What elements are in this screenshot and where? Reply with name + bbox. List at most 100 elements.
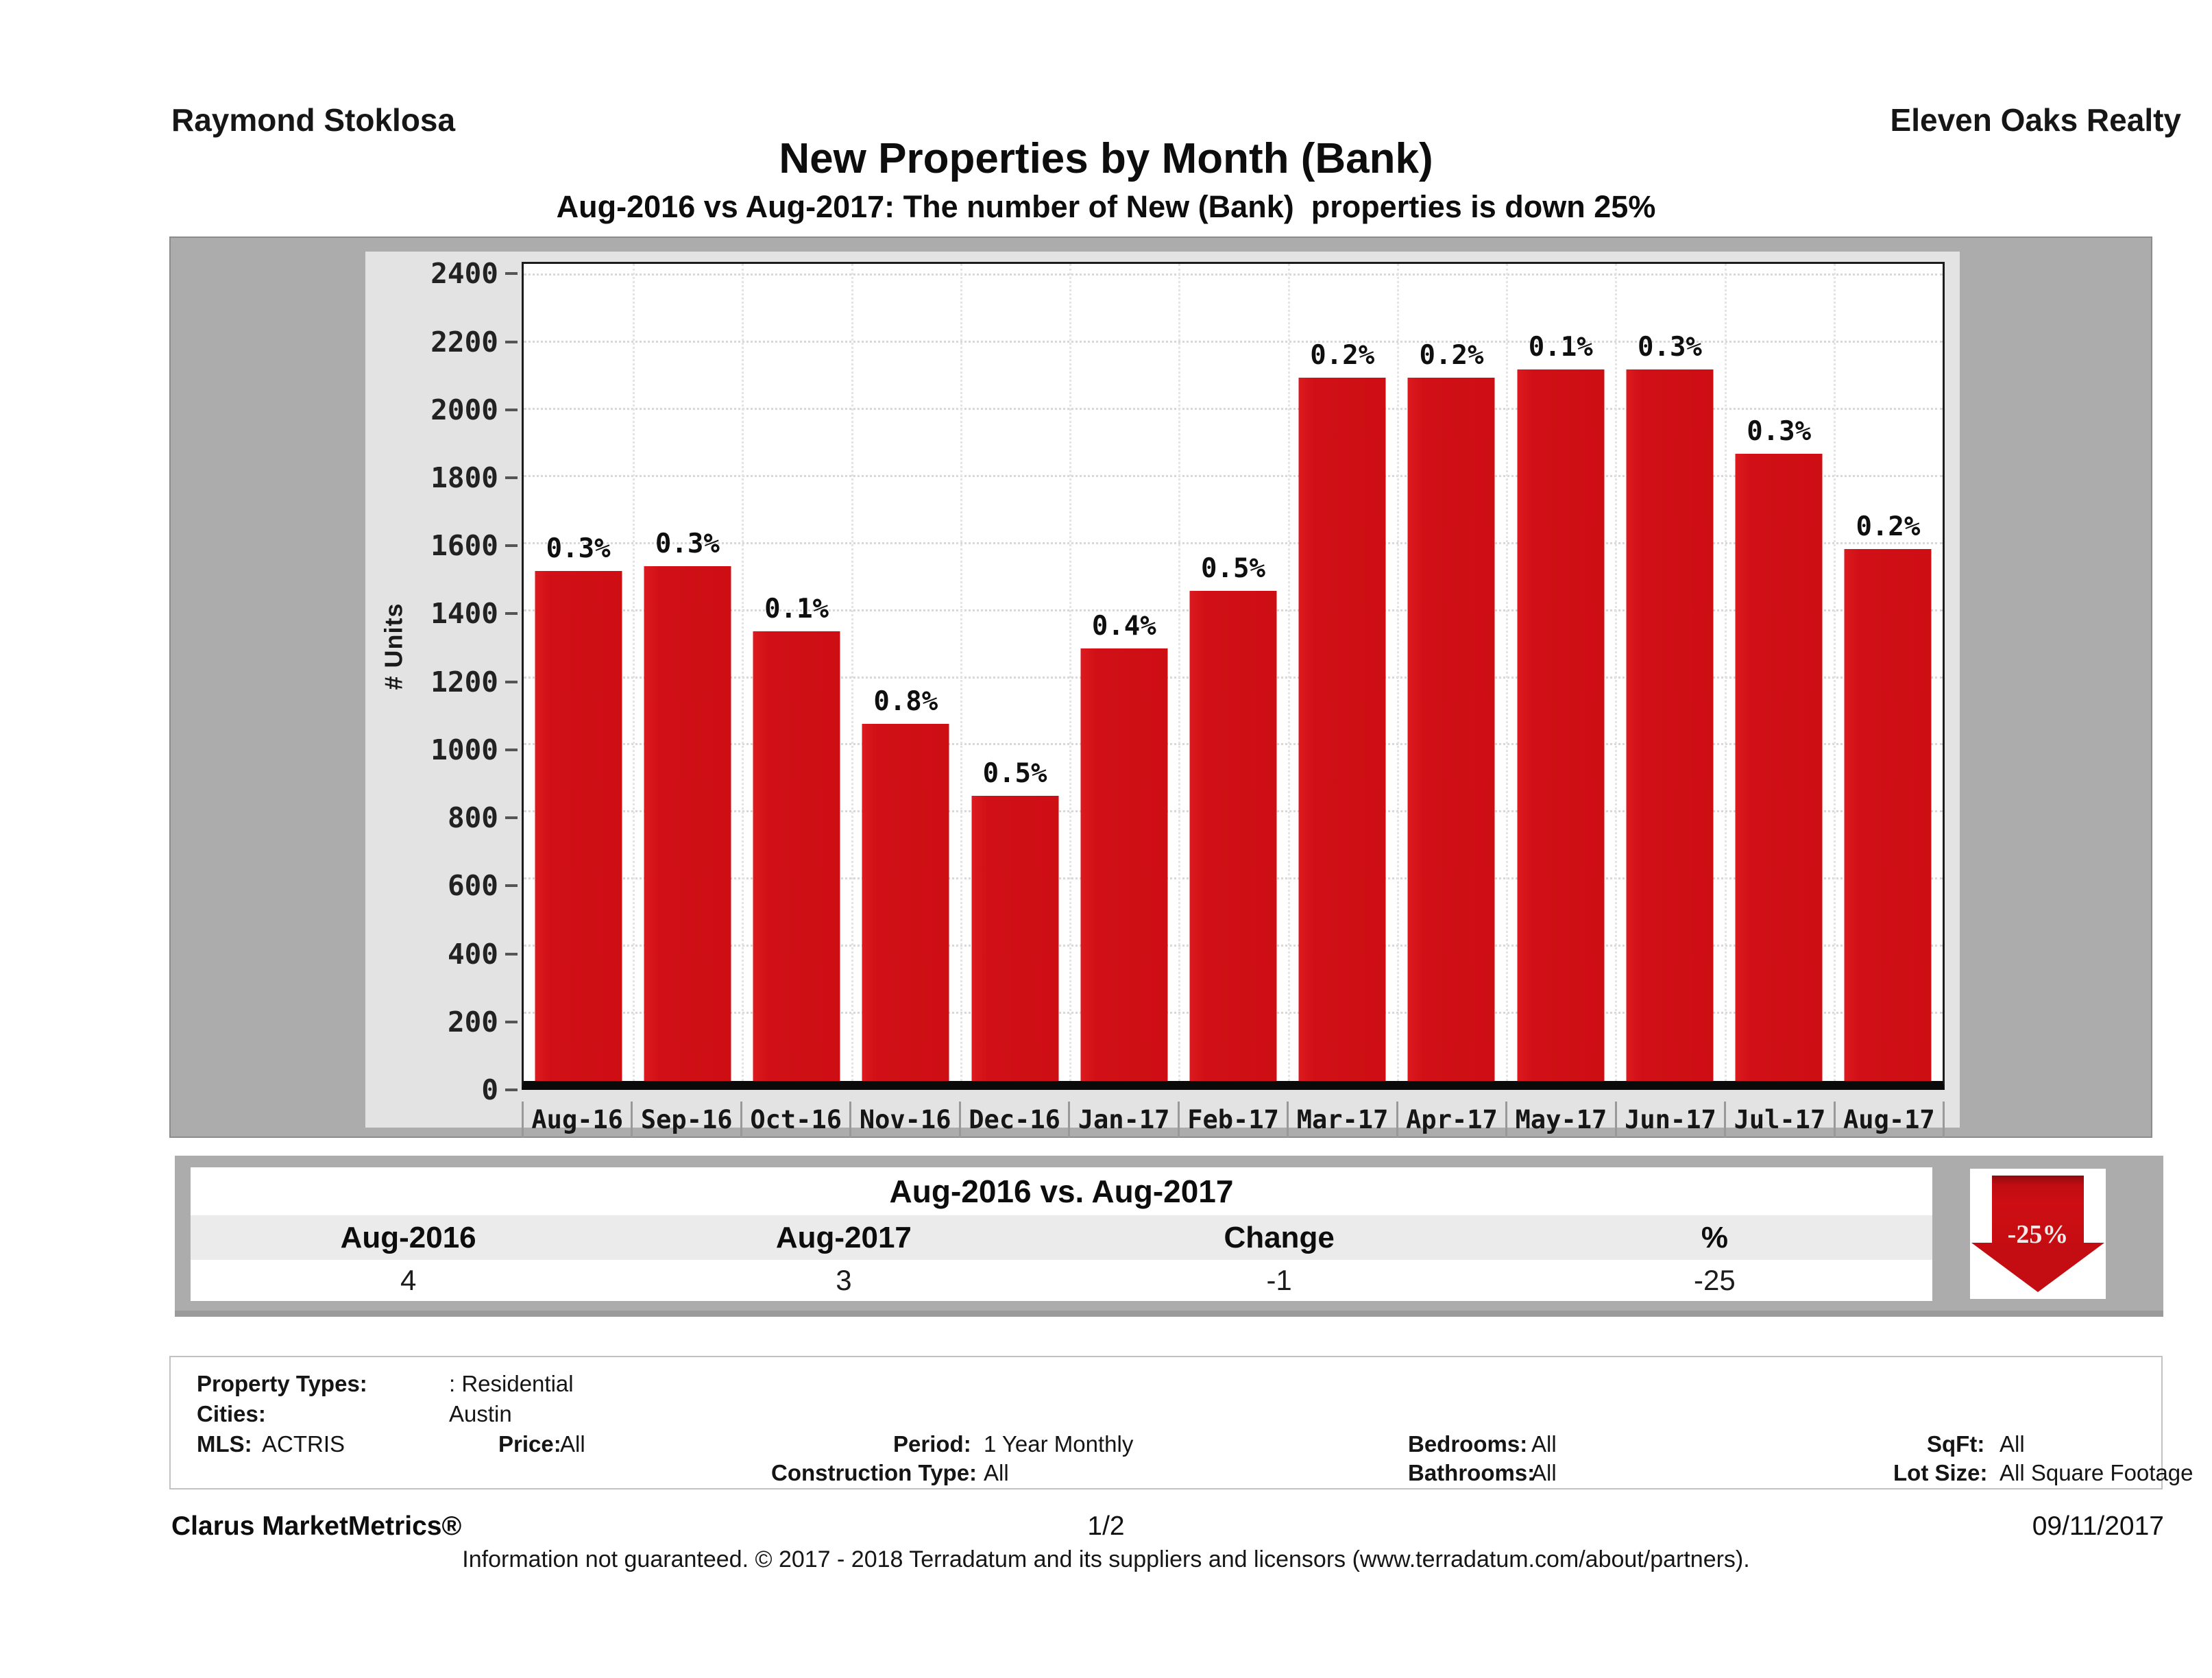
v-gridline: [851, 264, 853, 1081]
h-gridline: [524, 273, 1943, 276]
y-tick-mark: [505, 272, 518, 276]
bar-cell: 0.4%: [1069, 264, 1178, 1081]
summary-header-cell: %: [1701, 1220, 1728, 1254]
summary-band: Aug-2016 vs. Aug-2017 Aug-2016 Aug-2017 Ch…: [175, 1156, 2163, 1317]
bar-Dec-16: [971, 795, 1059, 1081]
x-tick-label: Jun-17: [1614, 1102, 1724, 1137]
lot-size-label: Lot Size:: [1893, 1460, 1988, 1485]
bar-cell: 0.1%: [1506, 264, 1615, 1081]
construction-value: All: [984, 1460, 1009, 1485]
h-gridline: [524, 407, 1943, 410]
x-tick-label: Jan-17: [1068, 1102, 1177, 1137]
bar-value-label: 0.3%: [655, 528, 720, 559]
construction-label: Construction Type:: [771, 1460, 977, 1485]
trend-arrow-label: -25%: [2007, 1220, 2069, 1249]
bar-cell: 0.3%: [524, 264, 633, 1081]
period-value: 1 Year Monthly: [984, 1431, 1134, 1457]
bar-cell: 0.2%: [1288, 264, 1397, 1081]
v-gridline: [1724, 264, 1727, 1081]
bar-Sep-16: [644, 566, 731, 1081]
summary-value-cell: -1: [1266, 1264, 1292, 1296]
bar-cell: 0.2%: [1834, 264, 1943, 1081]
trend-arrow-box: -25%: [1970, 1169, 2106, 1299]
bathrooms-value: All: [1531, 1460, 1557, 1485]
bars-row: 0.3% 0.3% 0.1% 0.8% 0.5% 0.4% 0.5% 0.2% 0.2% 0.1%…: [524, 264, 1943, 1081]
bar-cell: 0.8%: [851, 264, 960, 1081]
y-axis: 0 200 400 600 800 1000 1200 1400 1600 1800 2000 220…: [365, 257, 522, 1106]
v-gridline: [1178, 264, 1181, 1081]
y-tick-mark: [505, 1020, 518, 1023]
bar-value-label: 0.1%: [1528, 332, 1593, 363]
v-gridline: [633, 264, 635, 1081]
x-tick-label: May-17: [1505, 1102, 1614, 1137]
y-tick-mark: [505, 340, 518, 343]
y-tick-label: 1800: [430, 461, 498, 495]
h-gridline: [524, 341, 1943, 343]
summary-value-cell: -25: [1694, 1264, 1736, 1296]
bar-Mar-17: [1298, 378, 1386, 1081]
bar-Nov-16: [862, 723, 949, 1081]
footer-disclaimer: Information not guaranteed. © 2017 - 201…: [462, 1546, 1750, 1572]
chart-container: # Units 0 200 400 600 800 1000 1200 1400 1600 180…: [169, 236, 2152, 1138]
bar-value-label: 0.8%: [873, 685, 938, 717]
summary-title: Aug-2016 vs. Aug-2017: [191, 1167, 1932, 1215]
bar-value-label: 0.1%: [764, 594, 829, 625]
bar-Jun-17: [1626, 369, 1714, 1081]
bar-value-label: 0.5%: [1201, 553, 1265, 585]
bar-value-label: 0.3%: [1747, 415, 1812, 447]
v-gridline: [1506, 264, 1509, 1081]
bar-May-17: [1517, 369, 1605, 1081]
bedrooms-value: All: [1531, 1431, 1557, 1457]
bar-Oct-16: [753, 631, 840, 1081]
x-tick-label: Nov-16: [849, 1102, 958, 1137]
y-tick-label: 1000: [430, 733, 498, 766]
mls-value: ACTRIS: [262, 1431, 345, 1457]
sqft-value: All: [2000, 1431, 2025, 1457]
y-tick-label: 0: [481, 1073, 498, 1106]
bar-value-label: 0.3%: [1637, 332, 1702, 363]
agent-name: Raymond Stoklosa: [171, 102, 456, 138]
bar-Jul-17: [1735, 453, 1823, 1081]
bar-cell: 0.3%: [1615, 264, 1724, 1081]
footer-date: 09/11/2017: [2032, 1511, 2164, 1541]
summary-header-cell: Aug-2016: [340, 1220, 476, 1254]
property-types-label: Property Types:: [197, 1371, 367, 1396]
bar-Aug-17: [1844, 549, 1932, 1081]
bar-cell: 0.5%: [1178, 264, 1287, 1081]
y-tick-label: 2000: [430, 393, 498, 426]
y-tick-mark: [505, 612, 518, 616]
summary-header-cell: Change: [1224, 1220, 1335, 1254]
h-gridline: [524, 474, 1943, 477]
h-gridline: [524, 542, 1943, 544]
bar-cell: 0.2%: [1397, 264, 1506, 1081]
x-tick-label: Apr-17: [1396, 1102, 1505, 1137]
bar-cell: 0.3%: [1725, 264, 1834, 1081]
y-tick-label: 1400: [430, 597, 498, 631]
footer-page-number: 1/2: [1087, 1511, 1125, 1541]
v-gridline: [960, 264, 962, 1081]
bar-value-label: 0.2%: [1856, 511, 1921, 543]
bar-Feb-17: [1189, 591, 1277, 1081]
bar-value-label: 0.2%: [1419, 340, 1484, 372]
y-tick-label: 200: [447, 1005, 498, 1038]
summary-value-cell: 3: [836, 1264, 852, 1296]
y-tick-label: 400: [447, 937, 498, 971]
y-tick-mark: [505, 952, 518, 956]
x-tick-label: Jul-17: [1724, 1102, 1833, 1137]
cities-value: Austin: [449, 1401, 512, 1426]
summary-header-row: Aug-2016 Aug-2017 Change%: [191, 1215, 1932, 1260]
property-types-value: : Residential: [449, 1371, 574, 1396]
chart-panel: # Units 0 200 400 600 800 1000 1200 1400 1600 180…: [365, 252, 1960, 1137]
plot-area: 0.3% 0.3% 0.1% 0.8% 0.5% 0.4% 0.5% 0.2% 0.2% 0.1%…: [522, 262, 1945, 1090]
cities-label: Cities:: [197, 1401, 266, 1426]
bar-cell: 0.1%: [742, 264, 851, 1081]
x-tick-label: Feb-17: [1177, 1102, 1287, 1137]
y-tick-mark: [505, 476, 518, 480]
v-gridline: [1287, 264, 1290, 1081]
summary-table: Aug-2016 vs. Aug-2017 Aug-2016 Aug-2017 Ch…: [191, 1167, 1932, 1301]
bar-cell: 0.3%: [633, 264, 742, 1081]
y-tick-mark: [505, 748, 518, 751]
price-label: Price:: [498, 1431, 561, 1457]
sqft-label: SqFt:: [1927, 1431, 1985, 1457]
y-tick-mark: [505, 884, 518, 888]
